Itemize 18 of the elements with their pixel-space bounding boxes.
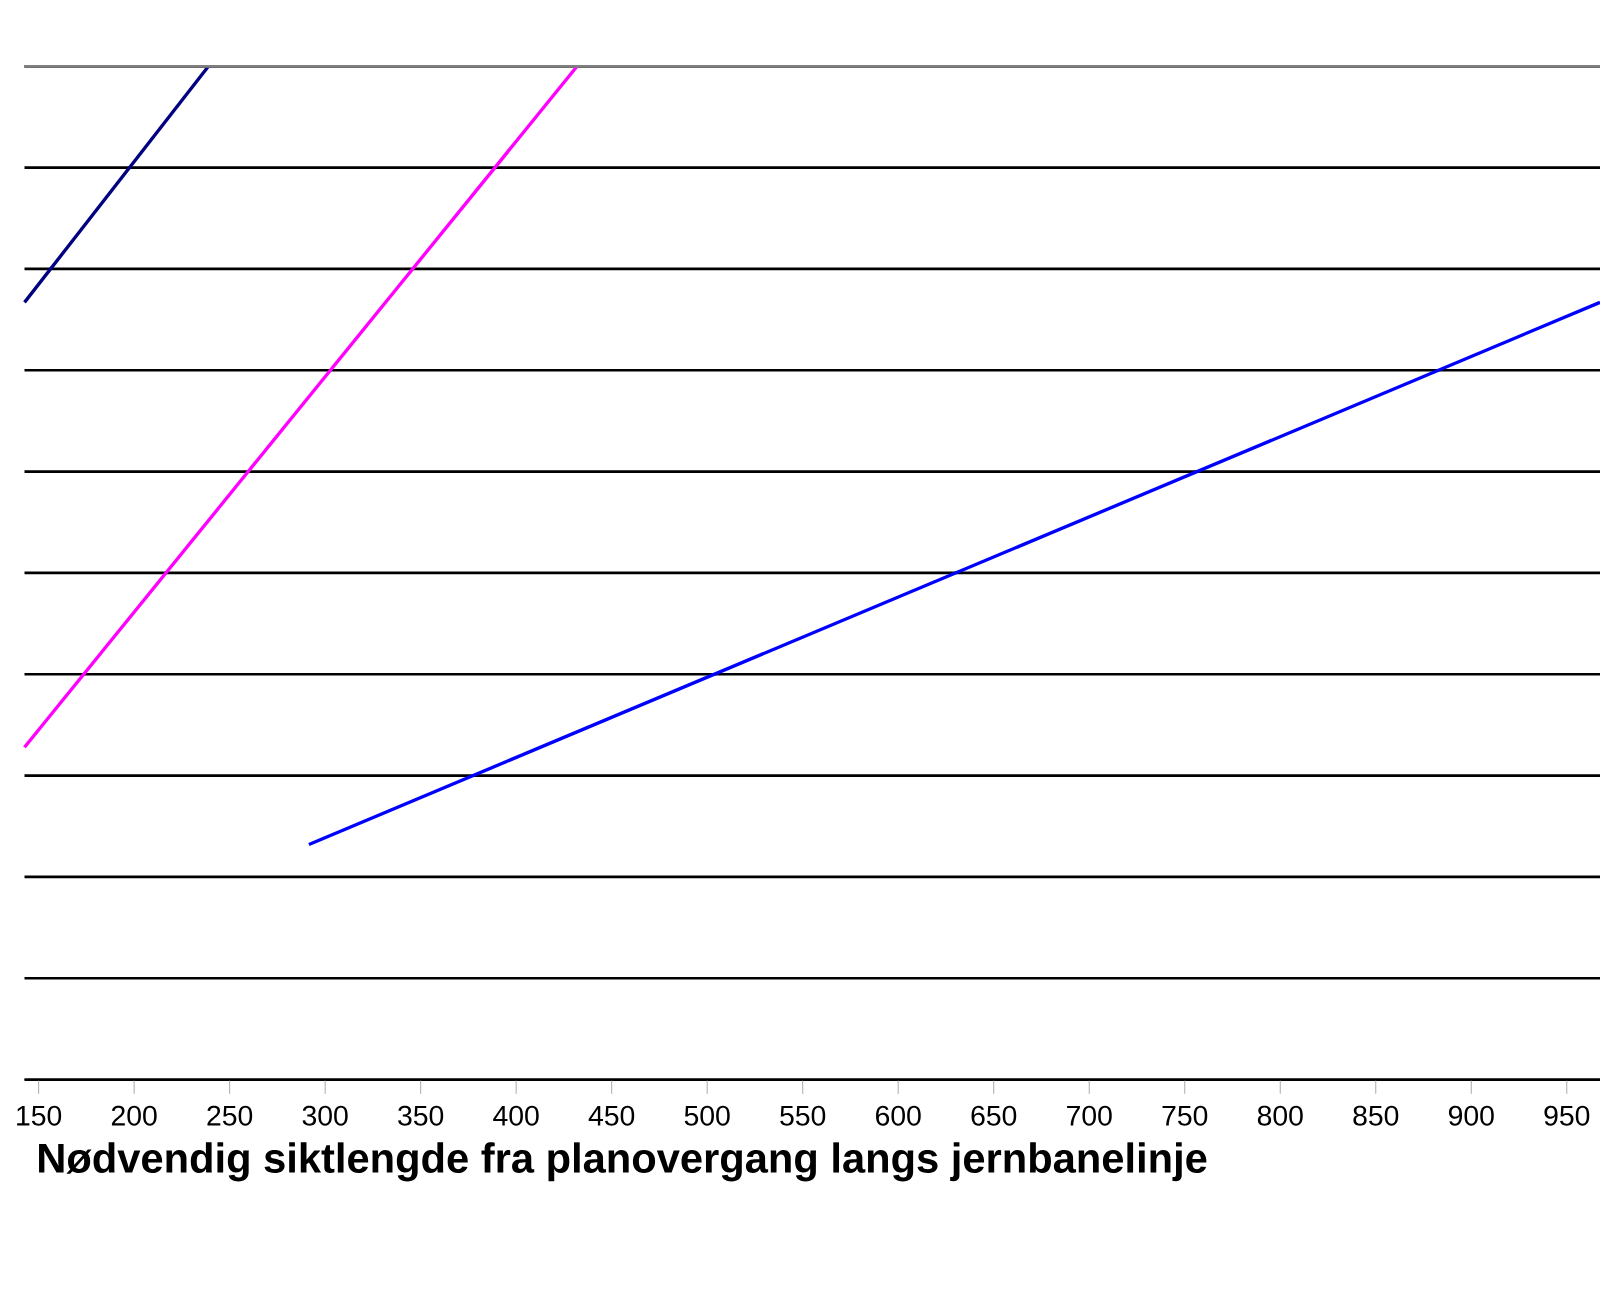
- x-tick-label: 250: [207, 1105, 253, 1126]
- x-tick-label: 150: [17, 1105, 62, 1126]
- x-tick-label: 450: [588, 1105, 635, 1126]
- x-tick-label: 600: [876, 1105, 921, 1126]
- x-tick-label: 950: [1544, 1105, 1590, 1126]
- x-tick-label: 850: [1353, 1105, 1399, 1126]
- x-tick-label: 200: [111, 1105, 157, 1126]
- x-tick-label: 750: [1162, 1105, 1208, 1126]
- x-tick-label: 650: [971, 1105, 1017, 1126]
- x-tick-label: 700: [1067, 1105, 1112, 1126]
- x-axis-title: Nødvendig siktlengde fra planovergang langs jernbanelinje: [39, 1142, 1207, 1182]
- x-tick-label: 300: [302, 1105, 348, 1126]
- x-tick-label: 350: [398, 1105, 444, 1126]
- x-tick-label: 900: [1448, 1105, 1494, 1126]
- x-tick-label: 550: [780, 1105, 826, 1126]
- x-tick-label: 500: [684, 1105, 730, 1126]
- x-tick-label: 400: [493, 1105, 539, 1126]
- x-tick-label: 800: [1257, 1105, 1303, 1126]
